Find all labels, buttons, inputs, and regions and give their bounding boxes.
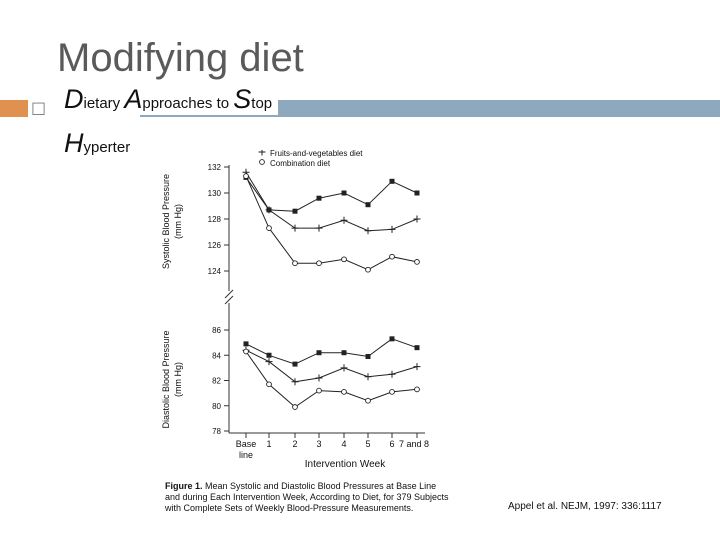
data-point-1-2-1 (266, 381, 272, 388)
data-point-1-1-7 (413, 363, 421, 371)
data-point-1-2-0 (243, 348, 249, 355)
data-point-0-0-7 (414, 190, 420, 196)
data-point-1-0-4 (341, 350, 347, 356)
data-point-0-1-1 (265, 206, 273, 214)
data-point-0-1-6 (388, 225, 396, 233)
x-tick-label-6: 6 (389, 439, 394, 449)
data-point-0-0-3 (316, 195, 322, 201)
data-point-1-0-3 (316, 350, 322, 356)
data-point-0-2-5 (365, 266, 371, 273)
data-point-1-0-2 (292, 361, 298, 367)
data-point-0-2-0 (243, 173, 249, 179)
x-axis-label: Intervention Week (305, 459, 386, 470)
data-point-1-2-7 (414, 386, 420, 393)
legend-label-combination-diet: Combination diet (270, 159, 331, 168)
y-tick-label-1-2: 82 (212, 377, 221, 386)
heading-word-top: top (251, 95, 273, 112)
data-point-1-2-6 (389, 389, 395, 395)
y-axis-label-0: Systolic Blood Pressure (161, 174, 171, 269)
data-point-1-2-5 (365, 397, 371, 404)
data-point-0-1-5 (364, 227, 372, 235)
y-axis-label-1: Diastolic Blood Pressure (161, 330, 171, 428)
series-line-0-0 (245, 177, 418, 212)
axis-break-mark (224, 289, 234, 305)
slide-title: Modifying diet (57, 36, 304, 80)
y-tick-label-0-1: 130 (208, 189, 222, 198)
data-point-0-0-6 (389, 178, 395, 184)
y-tick-label-1-0: 86 (212, 326, 221, 335)
box-bullet-icon: □ (31, 98, 47, 117)
y-tick-label-1-4: 78 (212, 427, 221, 436)
y-tick-label-0-0: 132 (208, 163, 222, 172)
x-tick-label-7: 7 and 8 (399, 439, 429, 449)
heading-word-pproaches: pproaches to (142, 95, 230, 112)
data-point-1-1-1 (265, 358, 273, 366)
legend-marker-2 (259, 159, 265, 165)
y-tick-label-0-3: 126 (208, 241, 222, 250)
x-tick-label-3: 3 (316, 439, 321, 449)
data-point-1-0-0 (243, 341, 249, 347)
data-point-0-2-6 (389, 253, 395, 260)
data-point-1-2-4 (341, 389, 347, 395)
legend-label-fruits-and-vegetables-diet: Fruits-and-vegetables diet (270, 150, 363, 158)
y-tick-label-0-2: 128 (208, 215, 222, 224)
x-tick-label-base: Base (236, 439, 257, 449)
series-line-1-1 (245, 349, 418, 383)
y-tick-label-1-1: 84 (212, 351, 221, 360)
legend-marker-1 (258, 150, 266, 156)
data-point-0-0-5 (365, 202, 371, 208)
figure-caption-label: Figure 1. (165, 481, 203, 491)
y-tick-label-1-3: 80 (212, 402, 221, 411)
data-point-0-2-1 (266, 225, 272, 231)
data-point-1-1-2 (291, 378, 299, 386)
heading-letter-s: S (233, 84, 252, 114)
x-tick-label-2: 2 (292, 439, 297, 449)
heading-letter-a: A (124, 84, 143, 114)
y-tick-label-0-4: 124 (208, 267, 222, 276)
data-point-1-1-3 (315, 374, 323, 382)
data-point-1-2-3 (316, 387, 322, 394)
data-point-1-2-2 (292, 404, 298, 410)
series-line-0-2 (245, 175, 418, 271)
data-point-0-2-2 (292, 260, 298, 267)
heading-line-2: Hyperter (64, 128, 130, 159)
accent-bar-orange (0, 100, 28, 117)
data-point-1-0-5 (365, 354, 371, 360)
data-point-1-0-1 (266, 352, 272, 358)
data-point-0-1-2 (291, 224, 299, 232)
data-point-0-0-4 (341, 190, 347, 196)
data-point-0-1-7 (413, 215, 421, 223)
data-point-0-2-3 (316, 260, 322, 267)
data-point-1-0-6 (389, 336, 395, 342)
heading-word-ietary: ietary (83, 95, 121, 112)
y-axis-unit-0: (mm Hg) (173, 204, 183, 239)
series-line-0-1 (245, 171, 418, 232)
data-point-1-0-7 (414, 345, 420, 351)
citation: Appel et al. NEJM, 1997: 336:1117 (508, 501, 662, 512)
heading-letter-h: H (64, 128, 84, 158)
figure-caption: Figure 1. Mean Systolic and Diastolic Bl… (165, 481, 450, 514)
x-tick-label-4: 4 (341, 439, 346, 449)
data-point-1-1-4 (340, 364, 348, 372)
heading-word-yperter: yperter (83, 139, 131, 156)
y-axis-unit-1: (mm Hg) (173, 362, 183, 397)
x-tick-label-line: line (239, 450, 253, 460)
data-point-0-2-4 (341, 256, 347, 263)
heading-line-1: Dietary Approaches to Stop (64, 84, 279, 115)
x-tick-label-5: 5 (365, 439, 370, 449)
series-line-1-2 (245, 351, 418, 408)
figure-caption-text: Mean Systolic and Diastolic Blood Pressu… (165, 481, 449, 513)
data-point-1-1-6 (388, 370, 396, 378)
data-point-1-1-5 (364, 373, 372, 381)
data-point-0-1-4 (340, 216, 348, 224)
accent-bar-blue (140, 100, 720, 117)
x-tick-label-1: 1 (266, 439, 271, 449)
data-point-0-2-7 (414, 259, 420, 265)
data-point-0-1-3 (315, 224, 323, 232)
blood-pressure-chart: Control dietFruits-and-vegetables dietCo… (161, 150, 429, 470)
data-point-0-0-2 (292, 208, 298, 214)
heading-letter-d: D (64, 84, 84, 114)
series-line-1-0 (245, 338, 418, 365)
